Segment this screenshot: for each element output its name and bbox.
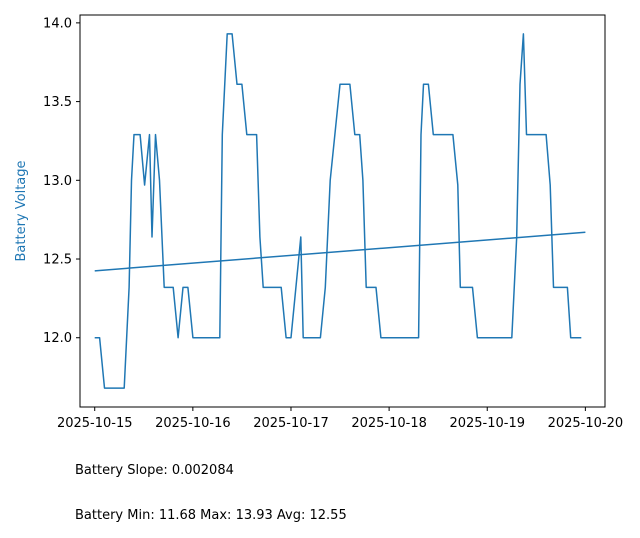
plot-lines <box>94 33 586 389</box>
battery-voltage-line <box>94 33 582 389</box>
y-tick-label: 13.0 <box>43 174 72 189</box>
x-tick-label: 2025-10-17 <box>253 416 329 431</box>
y-axis-label: Battery Voltage <box>14 160 29 261</box>
y-tick-label: 13.5 <box>43 95 72 110</box>
x-tick-label: 2025-10-19 <box>449 416 525 431</box>
battery-range-text: Battery Min: 11.68 Max: 13.93 Avg: 12.55 <box>75 508 347 523</box>
stats-block: Battery Slope: 0.002084 Battery Min: 11.… <box>75 433 347 538</box>
x-tick-label: 2025-10-16 <box>155 416 231 431</box>
battery-slope-text: Battery Slope: 0.002084 <box>75 463 234 478</box>
y-tick-label: 14.0 <box>43 16 72 31</box>
battery-voltage-chart: 2025-10-15 2025-10-16 2025-10-17 2025-10-18… <box>14 14 623 431</box>
plot-frame <box>79 14 606 408</box>
y-axis-ticks: 12.0 12.5 13.0 13.5 14.0 <box>43 16 80 346</box>
x-axis-ticks: 2025-10-15 2025-10-16 2025-10-17 2025-10-18… <box>57 407 623 431</box>
y-tick-label: 12.5 <box>43 253 72 268</box>
x-tick-label: 2025-10-15 <box>57 416 133 431</box>
x-tick-label: 2025-10-20 <box>548 416 624 431</box>
trend-line <box>94 231 586 272</box>
x-tick-label: 2025-10-18 <box>351 416 427 431</box>
y-tick-label: 12.0 <box>43 331 72 346</box>
